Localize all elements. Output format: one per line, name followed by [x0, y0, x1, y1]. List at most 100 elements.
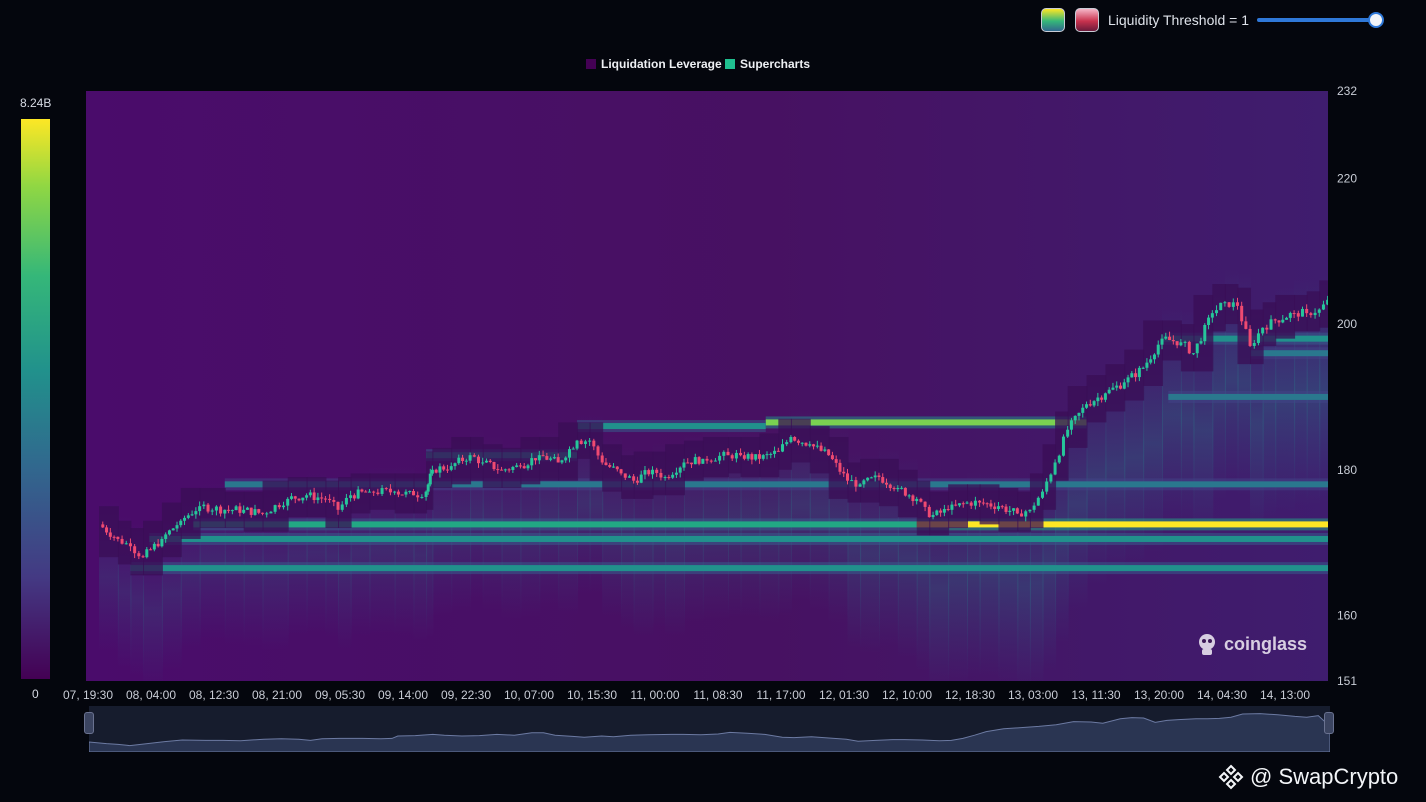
- candle-body: [1057, 455, 1061, 463]
- candle-body: [1317, 309, 1321, 313]
- candle-body: [812, 444, 816, 447]
- candle-body: [858, 484, 862, 487]
- y-tick-label: 151: [1337, 674, 1357, 688]
- candle-body: [1175, 341, 1179, 346]
- candle-body: [1008, 510, 1012, 512]
- candle-body: [1096, 397, 1100, 402]
- candle-body: [445, 469, 449, 471]
- candle-body: [604, 462, 608, 466]
- candle-body: [1354, 264, 1357, 268]
- candle-body: [253, 509, 257, 515]
- liquidity-glow: [1017, 482, 1031, 681]
- candle-body: [588, 440, 592, 442]
- candle-body: [186, 515, 190, 518]
- candle-body: [800, 442, 804, 444]
- candle-body: [426, 484, 430, 492]
- candle-body: [663, 477, 667, 479]
- candle-body: [453, 463, 457, 467]
- navigator-right-handle[interactable]: [1324, 712, 1334, 734]
- candle-body: [171, 528, 175, 531]
- candle-body: [722, 451, 726, 456]
- candle-body: [1269, 319, 1273, 330]
- candle-body: [1330, 299, 1333, 300]
- candle-body: [850, 480, 854, 482]
- consumed-liquidity-zone: [1017, 491, 1031, 532]
- candle-body: [1377, 276, 1380, 277]
- candle-body: [149, 549, 153, 551]
- liquidity-threshold-slider-thumb[interactable]: [1368, 12, 1384, 28]
- candle-body: [1339, 277, 1342, 285]
- consumed-liquidity-zone: [621, 455, 635, 499]
- candle-body: [564, 457, 568, 461]
- consumed-liquidity-zone: [306, 477, 327, 518]
- candle-body: [939, 510, 943, 513]
- credit-text: @ SwapCrypto: [1250, 764, 1399, 789]
- candle-body: [957, 503, 961, 506]
- candle-body: [1321, 304, 1325, 310]
- candle-body: [954, 504, 958, 506]
- legend-swatch-supercharts: [725, 59, 735, 69]
- candle-body: [1366, 266, 1369, 272]
- liquidity-threshold-label: Liquidity Threshold = 1: [1108, 12, 1249, 28]
- candle-body: [655, 469, 659, 473]
- x-tick-label: 09, 22:30: [441, 688, 491, 702]
- candle-body: [730, 455, 734, 459]
- candle-body: [476, 456, 480, 464]
- candle-body: [214, 506, 218, 511]
- candle-body: [112, 536, 116, 538]
- candle-body: [545, 456, 549, 460]
- liquidity-band: [1357, 259, 1426, 265]
- candle-body: [128, 543, 132, 547]
- candle-body: [312, 492, 316, 501]
- candle-body: [623, 473, 627, 478]
- legend-item-supercharts[interactable]: Supercharts: [725, 57, 810, 71]
- candle-body: [892, 487, 896, 490]
- x-tick-label: 09, 14:00: [378, 688, 428, 702]
- candle-body: [1152, 354, 1156, 360]
- legend-swatch-liquidation-leverage: [586, 59, 596, 69]
- candle-body: [273, 505, 277, 512]
- consumed-liquidity-zone: [998, 487, 1019, 532]
- liquidity-band: [224, 481, 1328, 488]
- candle-body: [1149, 359, 1153, 363]
- candle-body: [1203, 324, 1207, 342]
- candle-body: [541, 455, 545, 457]
- liquidity-threshold-slider[interactable]: [1257, 18, 1377, 22]
- consumed-liquidity-zone: [790, 418, 811, 463]
- candle-body: [846, 473, 850, 481]
- candle-body: [282, 505, 286, 508]
- x-tick-label: 14, 13:00: [1260, 688, 1310, 702]
- time-range-navigator[interactable]: [89, 706, 1330, 752]
- candle-body: [349, 495, 353, 498]
- navigator-left-handle[interactable]: [84, 712, 94, 734]
- candle-body: [202, 504, 206, 507]
- consumed-liquidity-zone: [652, 451, 667, 496]
- candle-body: [1400, 287, 1403, 291]
- candle-body: [277, 505, 281, 508]
- candle-body: [464, 460, 468, 462]
- x-tick-label: 07, 19:30: [63, 688, 113, 702]
- candle-body: [693, 457, 697, 465]
- candle-body: [367, 491, 371, 493]
- candle-body: [1235, 302, 1239, 306]
- candle-body: [194, 511, 198, 515]
- coinglass-watermark: coinglass: [1196, 632, 1307, 656]
- candle-body: [1028, 509, 1032, 512]
- candle-body: [190, 514, 194, 516]
- candle-body: [416, 495, 420, 498]
- candle-body: [575, 440, 579, 449]
- candle-body: [903, 487, 907, 496]
- pink-palette-button[interactable]: [1075, 8, 1099, 32]
- candle-body: [996, 506, 1000, 509]
- viridis-palette-button[interactable]: [1041, 8, 1065, 32]
- candle-body: [430, 469, 434, 474]
- candle-body: [108, 532, 112, 537]
- candle-body: [1288, 313, 1292, 318]
- candle-body: [249, 507, 253, 515]
- consumed-liquidity-zone: [602, 444, 623, 492]
- x-tick-label: 11, 00:00: [630, 688, 679, 702]
- x-tick-label: 08, 21:00: [252, 688, 302, 702]
- consumed-liquidity-zone: [1250, 309, 1264, 365]
- legend-item-liquidation-leverage[interactable]: Liquidation Leverage: [586, 57, 722, 71]
